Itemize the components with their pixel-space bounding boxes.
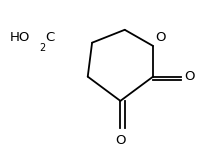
Text: O: O	[155, 31, 166, 44]
Text: O: O	[185, 70, 195, 83]
Text: 2: 2	[39, 43, 45, 53]
Text: O: O	[115, 134, 126, 147]
Text: HO: HO	[9, 31, 30, 44]
Text: C: C	[45, 31, 55, 44]
